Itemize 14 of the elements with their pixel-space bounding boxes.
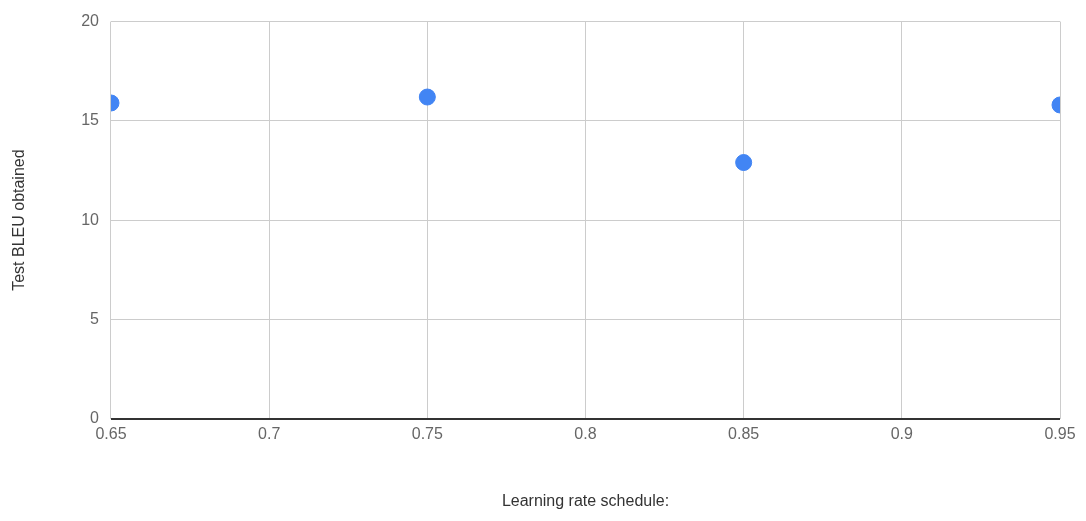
y-tick-label: 5: [90, 309, 100, 327]
x-tick-label: 0.75: [411, 424, 443, 442]
x-axis-title: Learning rate schedule:: [501, 491, 670, 509]
x-tick-label: 0.95: [1044, 424, 1076, 442]
x-tick-label: 0.7: [258, 424, 281, 442]
x-tick-label: 0.9: [890, 424, 914, 442]
y-axis-title: Test BLEU obtained: [10, 149, 28, 291]
y-tick-label: 20: [81, 12, 100, 30]
x-tick-label: 0.65: [95, 424, 127, 442]
x-tick-label: 0.8: [574, 424, 597, 442]
x-tick-label: 0.85: [728, 424, 760, 442]
y-tick-label: 15: [81, 111, 100, 129]
y-tick-label: 0: [90, 409, 100, 427]
y-tick-label: 10: [81, 210, 100, 228]
